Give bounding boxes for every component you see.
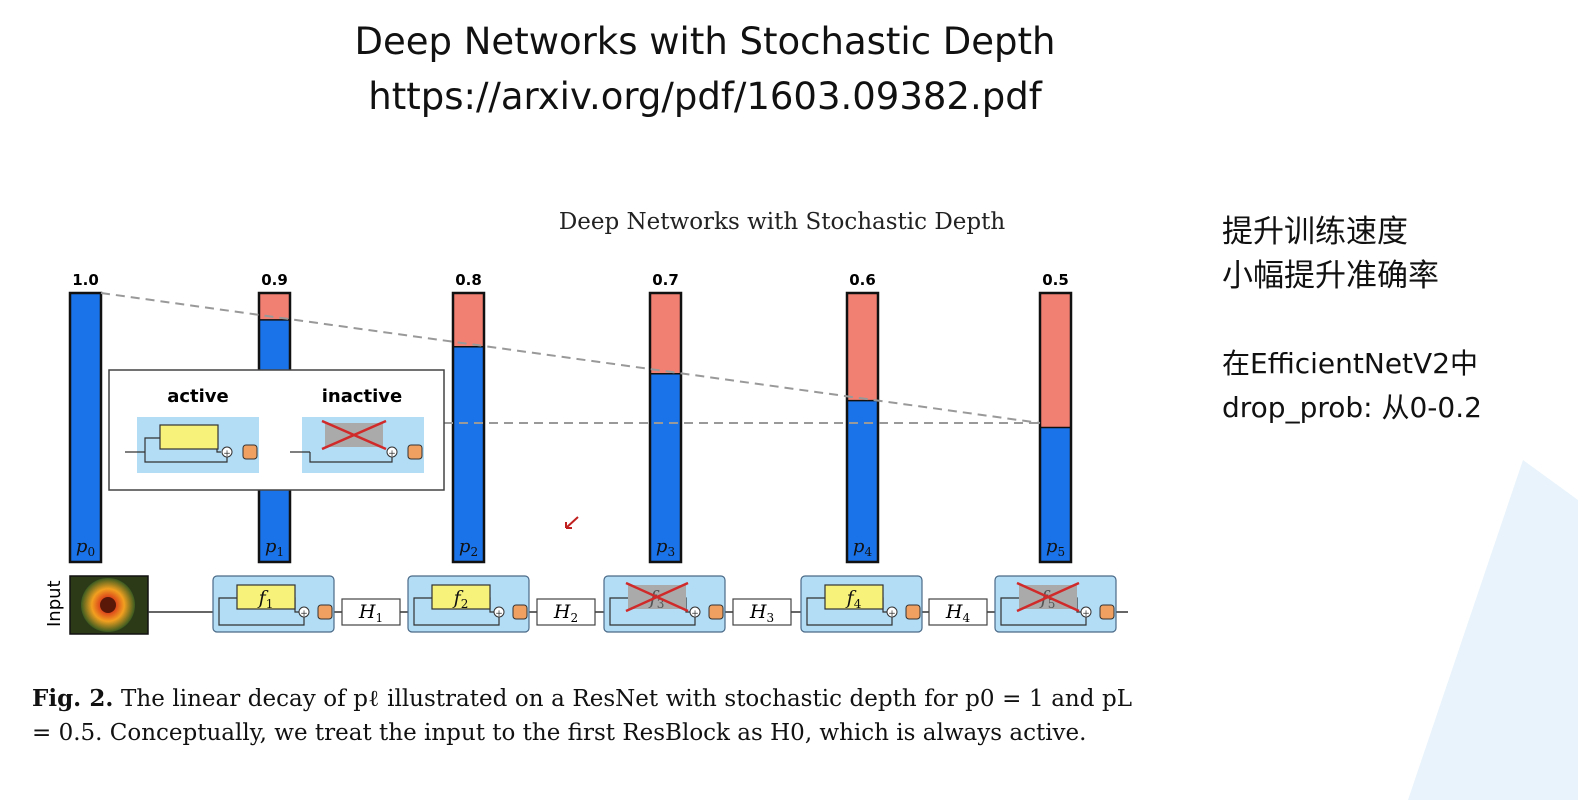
resnet-chain: f1+ f2+ f3+ f4+ f5+ H1 H2 H3 H4 — [212, 575, 1117, 633]
note-line: drop_prob: 从0-0.2 — [1222, 391, 1482, 424]
note-line: 在EfficientNetV2中 — [1222, 347, 1479, 380]
note-line: 提升训练速度 — [1222, 214, 1408, 250]
add-node-icon — [298, 606, 310, 618]
drop-segment — [847, 293, 878, 401]
drop-segment — [1040, 293, 1071, 428]
bar-p3: 0.7p3 — [648, 271, 683, 564]
svg-text:+: + — [388, 449, 396, 459]
hidden-state-4: H4 — [928, 598, 988, 626]
bar-p5: 0.5p5 — [1038, 271, 1073, 564]
function-box — [824, 584, 884, 610]
function-box — [236, 584, 296, 610]
legend-box: active inactive + + — [108, 369, 445, 491]
bar-frame — [451, 291, 486, 564]
svg-text:+: + — [1082, 609, 1090, 619]
relu-icon — [708, 604, 724, 620]
svg-text:+: + — [300, 609, 308, 619]
hidden-label: H1 — [358, 601, 383, 625]
legend-inactive-block: + — [290, 417, 424, 473]
bar-value-label: 1.0 — [72, 271, 99, 289]
legend-active-block: + — [125, 417, 259, 473]
survival-segment — [70, 293, 101, 562]
hidden-label: H4 — [945, 601, 971, 625]
bar-value-label: 0.9 — [261, 271, 288, 289]
relu-icon — [512, 604, 528, 620]
svg-text:+: + — [495, 609, 503, 619]
legend-inactive-label: inactive — [322, 386, 403, 407]
relu-icon — [1099, 604, 1115, 620]
svg-text:+: + — [888, 609, 896, 619]
bar-value-label: 0.8 — [455, 271, 482, 289]
bar-p4: 0.6p4 — [845, 271, 880, 564]
relu-icon — [317, 604, 333, 620]
cursor-arrow-icon — [565, 516, 579, 529]
caption-line: always active. — [922, 720, 1087, 746]
bar-p2: 0.8p2 — [451, 271, 486, 564]
input-image: Input — [44, 575, 149, 635]
function-box — [431, 584, 491, 610]
relu-icon — [905, 604, 921, 620]
bar-value-label: 0.6 — [849, 271, 876, 289]
input-label: Input — [44, 580, 65, 627]
resblock-4: f4+ — [800, 575, 923, 633]
note-line: 小幅提升准确率 — [1222, 258, 1439, 294]
drop-segment — [453, 293, 484, 347]
notes-benefits: 提升训练速度 小幅提升准确率 — [1222, 210, 1439, 298]
resblock-1: f1+ — [212, 575, 335, 633]
resblock-5: f5+ — [994, 575, 1117, 633]
add-node-icon — [1080, 606, 1092, 618]
bar-value-label: 0.7 — [652, 271, 679, 289]
bar-p0: 1.0p0 — [68, 271, 103, 564]
hidden-state-2: H2 — [536, 598, 596, 626]
survival-segment — [650, 373, 681, 562]
slide-title-text: Deep Networks with Stochastic Depth — [354, 20, 1056, 63]
paper-url[interactable]: https://arxiv.org/pdf/1603.09382.pdf — [368, 75, 1042, 118]
hidden-state-3: H3 — [732, 598, 792, 626]
decay-line — [100, 292, 1041, 424]
svg-text:+: + — [691, 609, 699, 619]
drop-segment — [650, 293, 681, 374]
survival-segment — [453, 346, 484, 562]
bar-frame — [648, 291, 683, 564]
legend-active-label: active — [167, 386, 229, 407]
notes-efficientnet: 在EfficientNetV2中 drop_prob: 从0-0.2 — [1222, 342, 1482, 430]
survival-segment — [1040, 427, 1071, 562]
figure-label: Fig. 2. — [32, 685, 114, 712]
drop-segment — [259, 293, 290, 320]
bar-frame — [68, 291, 103, 564]
figure-caption: Fig. 2. The linear decay of pℓ illustrat… — [32, 682, 1132, 750]
figure-title: Deep Networks with Stochastic Depth — [559, 209, 1006, 235]
add-node-icon — [689, 606, 701, 618]
resblock-2: f2+ — [407, 575, 530, 633]
caption-line: and pL = 0.5. Conceptually, we treat the… — [32, 686, 1133, 746]
add-node-icon — [493, 606, 505, 618]
bar-frame — [845, 291, 880, 564]
caption-line: The linear decay of pℓ illustrated on a … — [121, 686, 1044, 712]
hidden-state-1: H1 — [341, 598, 401, 626]
add-node-icon — [886, 606, 898, 618]
bar-value-label: 0.5 — [1042, 271, 1069, 289]
svg-text:+: + — [223, 449, 231, 459]
stochastic-depth-figure: Deep Networks with Stochastic Depth 1.0p… — [44, 209, 1128, 635]
survival-segment — [847, 400, 878, 562]
decorative-shape — [1408, 460, 1578, 800]
resblock-3: f3+ — [603, 575, 726, 633]
